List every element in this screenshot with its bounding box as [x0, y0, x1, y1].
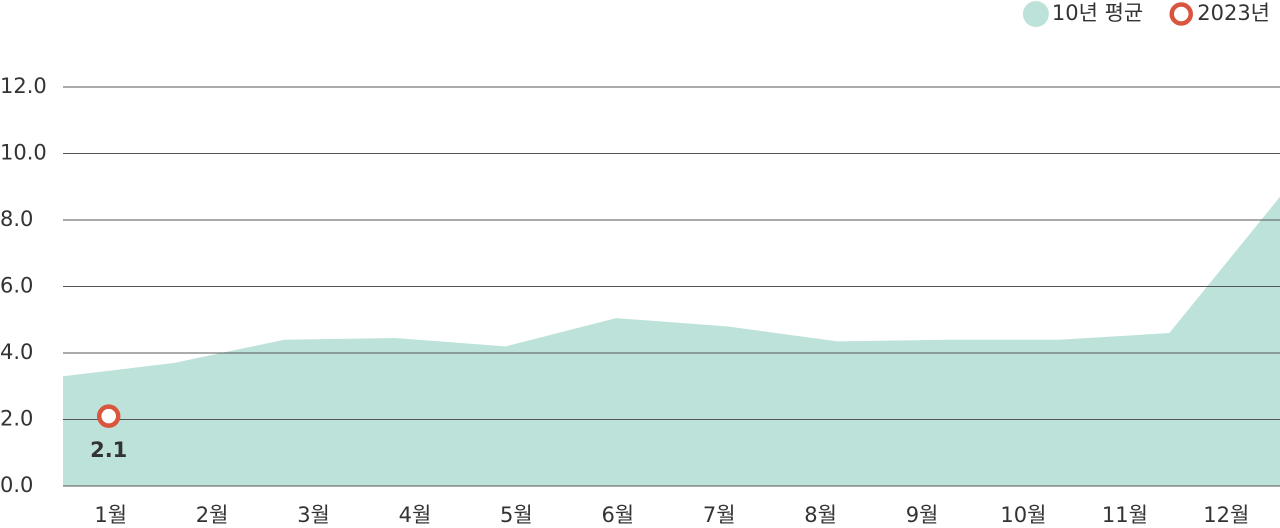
data-point: [96, 404, 121, 428]
legend-marker: [1169, 2, 1193, 26]
x-tick-label: 8월: [804, 503, 837, 527]
points: [96, 404, 121, 428]
x-tick-label: 9월: [906, 503, 939, 527]
y-tick-label: 8.0: [0, 207, 33, 231]
y-tick-label: 4.0: [0, 340, 33, 364]
x-tick-label: 11월: [1102, 503, 1148, 527]
x-tick-label: 12월: [1203, 503, 1249, 527]
x-tick-label: 7월: [703, 503, 736, 527]
x-tick-label: 5월: [500, 503, 533, 527]
legend-label: 2023년: [1197, 1, 1270, 25]
x-tick-label: 4월: [399, 503, 432, 527]
x-tick-label: 10월: [1000, 503, 1046, 527]
y-tick-label: 6.0: [0, 274, 33, 298]
grid: [63, 86, 1280, 487]
legend-marker: [1022, 1, 1049, 27]
x-tick-label: 6월: [601, 503, 634, 527]
y-tick-label: 12.0: [0, 74, 47, 98]
x-tick-label: 1월: [94, 503, 127, 527]
x-tick-label: 2월: [196, 503, 229, 527]
y-tick-label: 0.0: [0, 473, 33, 497]
data-label: 2.1: [90, 438, 127, 462]
legend-label: 10년 평균: [1052, 1, 1143, 25]
areas: [63, 196, 1280, 486]
y-tick-label: 2.0: [0, 407, 33, 431]
x-tick-label: 3월: [297, 503, 330, 527]
area: [63, 196, 1280, 486]
y-tick-label: 10.0: [0, 141, 47, 165]
